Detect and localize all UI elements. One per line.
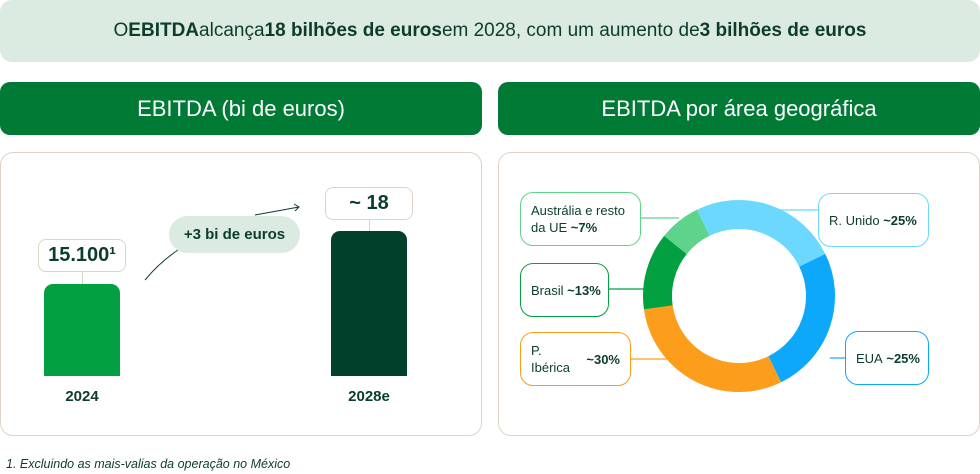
label-brasil: Brasil ~13%	[520, 263, 609, 317]
label-eua: EUA ~25%	[845, 331, 929, 385]
left-chart-title: EBITDA (bi de euros)	[0, 82, 482, 135]
increase-annotation: +3 bi de euros	[169, 216, 300, 253]
slice-label: Austrália e resto da UE	[531, 203, 625, 235]
data-label-2028e: ~ 18	[325, 187, 413, 220]
slice-value: ~25%	[886, 350, 920, 366]
donut-slice-0	[696, 200, 826, 268]
slice-label: Brasil	[531, 282, 564, 298]
slice-value: ~25%	[883, 212, 917, 228]
donut-slice-4	[664, 209, 711, 255]
footnote: 1. Excluindo as mais-valias da operação …	[6, 457, 291, 471]
data-label-2024: 15.100¹	[38, 239, 126, 272]
x-tick-2028e: 2028e	[348, 388, 390, 405]
headline-bold: 18 bilhões de euros	[264, 20, 442, 41]
slice-label: P. Ibérica	[531, 343, 571, 375]
headline-text: alcança	[199, 20, 265, 41]
bar-2024	[44, 283, 120, 376]
headline-bold: 3 bilhões de euros	[699, 20, 867, 41]
label-iberica: P. Ibérica ~30%	[520, 332, 631, 386]
slice-label: EUA	[856, 350, 883, 366]
label-reino-unido: R. Unido ~25%	[818, 193, 929, 247]
slice-label: R. Unido	[829, 212, 880, 228]
headline-text: O	[113, 20, 129, 41]
label-connector	[369, 219, 370, 231]
label-connector	[82, 271, 83, 284]
slice-value: ~13%	[567, 282, 601, 298]
x-tick-2024: 2024	[65, 388, 99, 405]
donut-slice-3	[643, 235, 688, 310]
headline-banner: O EBITDA alcança 18 bilhões de euros em …	[0, 0, 980, 62]
slice-value: ~7%	[570, 220, 598, 235]
headline-bold: EBITDA	[128, 20, 200, 41]
donut-slice-2	[643, 304, 782, 392]
growth-arrow	[144, 203, 300, 281]
headline-text: em 2028, com um aumento de	[441, 20, 700, 41]
donut-slice-1	[767, 253, 835, 383]
bar-2028e	[331, 231, 407, 376]
label-australia: Austrália e resto da UE ~7%	[520, 192, 641, 246]
right-chart-title: EBITDA por área geográfica	[498, 82, 980, 135]
slice-value: ~30%	[586, 351, 620, 367]
